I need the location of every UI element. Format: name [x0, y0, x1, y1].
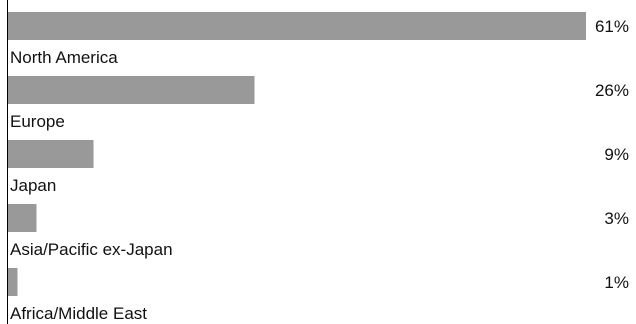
- category-label-4: Africa/Middle East: [10, 304, 147, 323]
- value-label-3: 3%: [604, 209, 629, 228]
- category-label-3: Asia/Pacific ex-Japan: [10, 240, 173, 259]
- bar-3: [8, 204, 37, 232]
- category-label-2: Japan: [10, 176, 56, 195]
- bar-group: 61% North America 26% Europe 9% Japan 3% Asia/P…: [8, 12, 629, 323]
- value-label-0: 61%: [595, 17, 629, 36]
- value-label-4: 1%: [604, 273, 629, 292]
- bar-4: [8, 268, 18, 296]
- value-label-2: 9%: [604, 145, 629, 164]
- category-label-1: Europe: [10, 112, 65, 131]
- bar-1: [8, 76, 255, 104]
- bar-2: [8, 140, 94, 168]
- bar-0: [8, 12, 586, 40]
- category-label-0: North America: [10, 48, 118, 67]
- value-label-1: 26%: [595, 81, 629, 100]
